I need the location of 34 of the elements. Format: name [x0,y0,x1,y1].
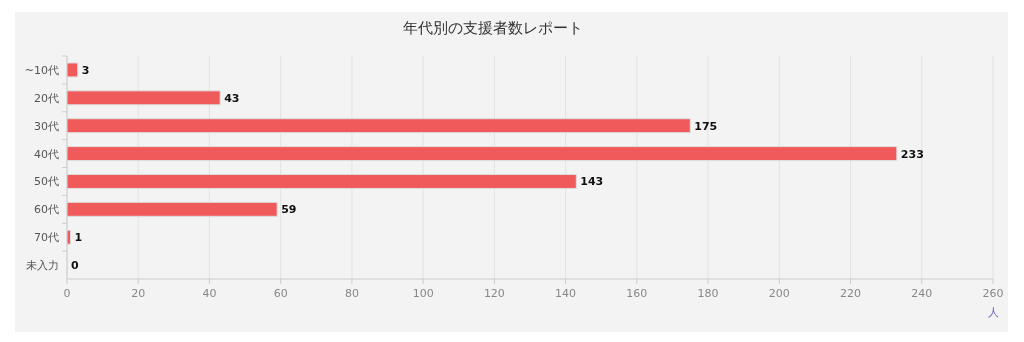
data-label: 233 [900,147,924,161]
x-tick-label: 200 [768,287,790,300]
x-tick-label: 40 [202,287,217,300]
data-label: 43 [224,91,240,105]
x-tick-label: 100 [412,287,434,300]
x-tick-label: 260 [982,287,1004,300]
y-tick-label: 20代 [34,91,59,105]
bar [66,62,79,78]
y-tick-label: 50代 [34,175,59,189]
x-tick-label: 220 [840,287,862,300]
data-label: 0 [71,259,79,273]
x-axis-title: 人 [987,306,999,319]
y-tick-label: 40代 [34,147,59,161]
y-tick-label: 未入力 [26,259,59,273]
chart-title: 年代別の支援者数レポート [403,19,583,37]
bar [66,229,72,245]
y-tick-label: 70代 [34,231,59,245]
data-label: 1 [74,231,83,245]
data-label: 59 [281,203,297,217]
data-label: 143 [580,175,604,189]
x-tick-label: 20 [131,287,146,300]
y-tick-label: ~10代 [24,63,59,77]
x-tick-label: 140 [555,287,577,300]
data-label: 3 [81,63,90,77]
x-tick-label: 240 [911,287,933,300]
y-tick-label: 60代 [34,203,59,217]
x-tick-label: 120 [483,287,505,300]
x-tick-label: 60 [273,287,288,300]
data-label: 175 [694,119,718,133]
y-tick-label: 30代 [34,119,59,133]
x-tick-label: 0 [63,287,71,300]
x-tick-label: 160 [626,287,648,300]
x-tick-label: 80 [344,287,359,300]
x-tick-label: 180 [697,287,719,300]
